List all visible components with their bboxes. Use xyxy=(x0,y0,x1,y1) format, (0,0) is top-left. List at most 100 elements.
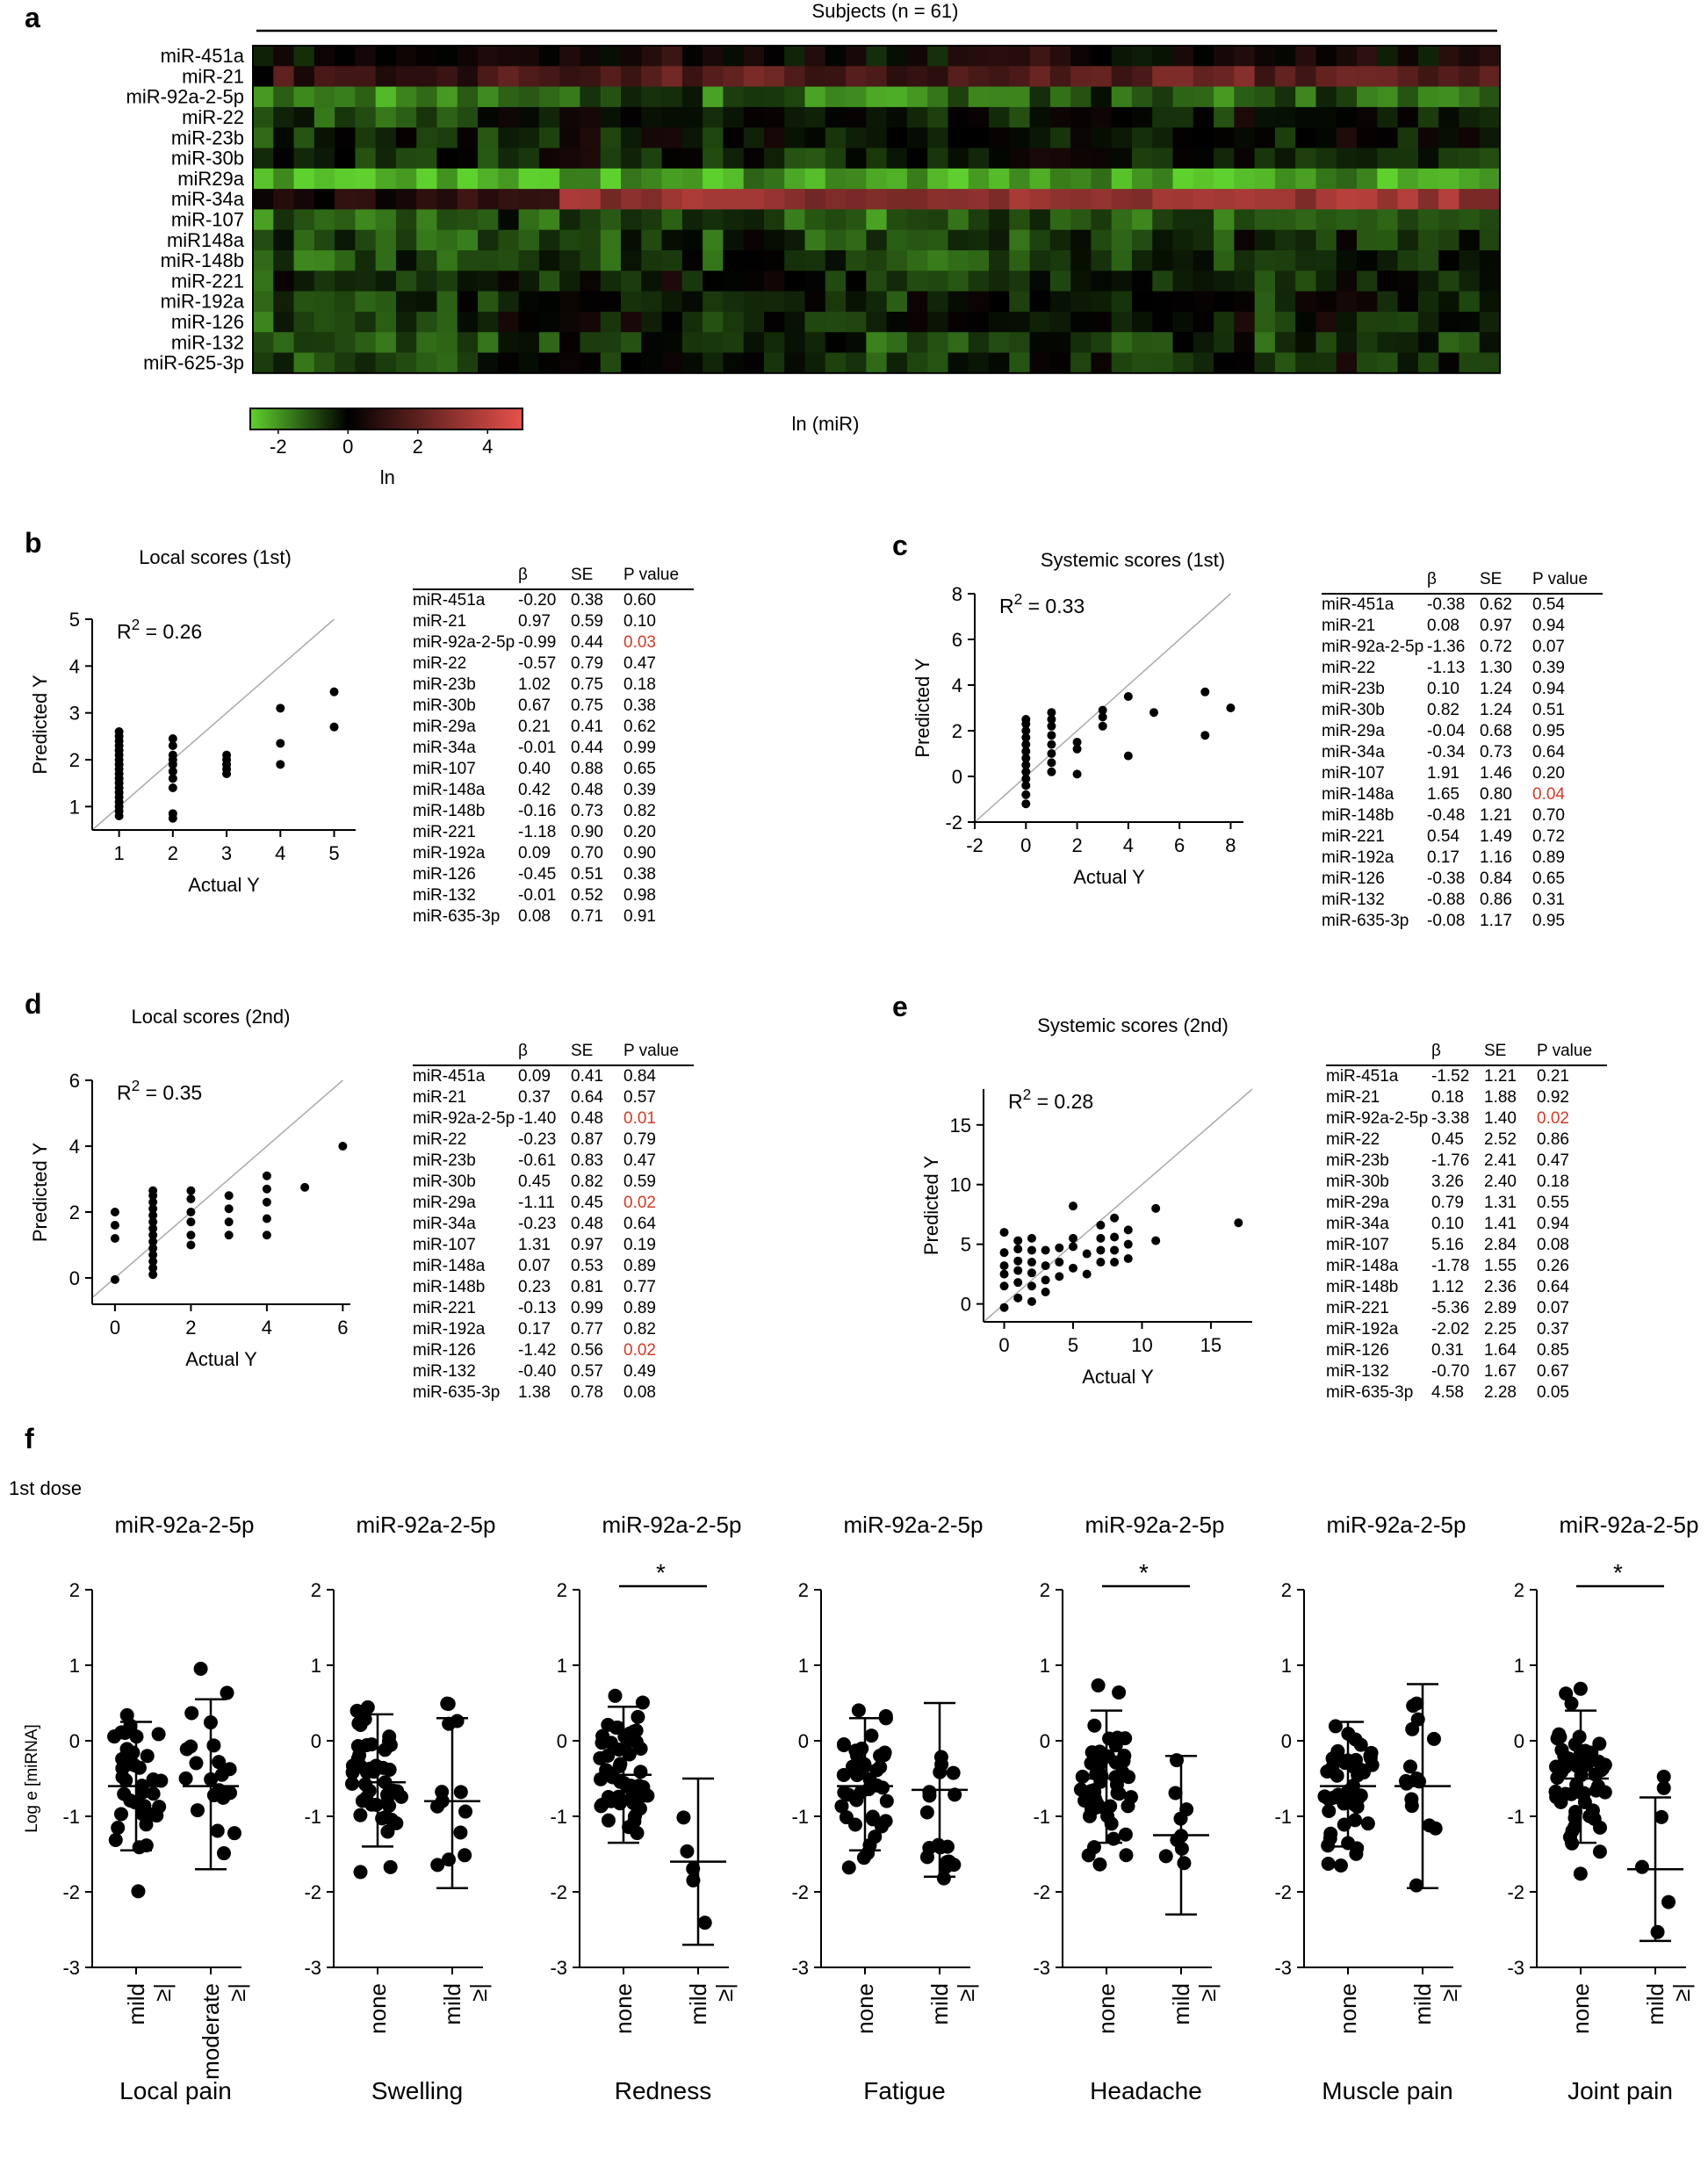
data-point xyxy=(676,1810,691,1825)
heatmap-cell xyxy=(253,291,274,313)
table-cell: 1.65 xyxy=(1427,785,1459,804)
data-point xyxy=(1149,708,1158,718)
heatmap-cell xyxy=(1111,332,1133,354)
heatmap-cell xyxy=(906,148,928,170)
coef-table-d: β SE P value miR-451a 0.09 0.41 0.84 miR-21 0.37… xyxy=(413,1038,694,1404)
table-row-label: miR-92a-2-5p xyxy=(413,633,515,652)
data-point xyxy=(1634,1859,1649,1874)
y-tick-label: -3 xyxy=(550,1957,567,1979)
heatmap-cell xyxy=(1091,291,1113,313)
table-row: miR-30b 3.26 2.40 0.18 xyxy=(1326,1172,1607,1193)
table-header-cell xyxy=(413,562,518,590)
heatmap-cell xyxy=(1152,168,1174,190)
heatmap-cell xyxy=(1234,106,1256,128)
heatmap-cell xyxy=(1131,127,1153,149)
heatmap-cell xyxy=(395,352,417,374)
heatmap-cell xyxy=(1377,189,1399,210)
heatmap-cell xyxy=(1152,106,1174,128)
heatmap-cell xyxy=(825,106,847,128)
heatmap-cell xyxy=(661,332,683,354)
heatmap-cell xyxy=(948,66,969,88)
heatmap-cell xyxy=(498,311,520,333)
heatmap-cell xyxy=(906,86,928,108)
table-header-cell: SE xyxy=(571,1038,623,1066)
table-row: miR-34a -0.01 0.44 0.99 xyxy=(413,738,694,759)
heatmap-cell xyxy=(273,86,295,108)
heatmap-cell xyxy=(927,168,949,190)
data-point xyxy=(300,1182,310,1192)
data-point xyxy=(629,1723,644,1738)
table-cell: 0.10 xyxy=(1431,1215,1464,1233)
data-point xyxy=(220,1685,234,1700)
table-row-label: miR-192a xyxy=(413,844,486,862)
heatmap-cell xyxy=(600,229,622,251)
heatmap-cell xyxy=(1091,311,1113,333)
data-point xyxy=(940,1839,955,1854)
table-row: miR-29a -0.04 0.68 0.95 xyxy=(1322,721,1603,742)
data-point xyxy=(148,1217,158,1227)
data-point xyxy=(946,1765,961,1780)
data-point xyxy=(148,1257,158,1267)
table-cell: 5.16 xyxy=(1431,1236,1464,1254)
x-tick-label: 5 xyxy=(1068,1334,1078,1356)
heatmap-cell xyxy=(1357,127,1378,149)
table-row-label: miR-132 xyxy=(1322,891,1385,909)
data-point xyxy=(854,1741,869,1756)
heatmap-cell xyxy=(927,46,949,67)
table-cell: 1.17 xyxy=(1480,912,1512,930)
table-row-label: miR-221 xyxy=(1326,1299,1389,1317)
heatmap-cell xyxy=(1459,291,1481,313)
heatmap-cell xyxy=(641,168,663,190)
heatmap-cell xyxy=(804,250,826,271)
data-point xyxy=(1177,1856,1192,1871)
data-point xyxy=(186,1230,196,1240)
heatmap-cell xyxy=(1234,352,1256,374)
subplot-title: miR-92a-2-5p xyxy=(357,1512,496,1538)
table-row-label: miR-34a xyxy=(413,1215,476,1233)
heatmap-cell xyxy=(293,66,315,88)
data-point xyxy=(458,1804,473,1819)
heatmap-cell xyxy=(661,189,683,210)
heatmap-cell xyxy=(681,271,703,292)
heatmap-cell xyxy=(395,311,417,333)
y-axis-label: Predicted Y xyxy=(912,658,933,758)
table-row: miR-23b -0.61 0.83 0.47 xyxy=(413,1151,694,1172)
table-cell: 0.81 xyxy=(571,1278,603,1296)
heatmap-cell xyxy=(478,291,499,313)
heatmap-cell xyxy=(1214,168,1235,190)
heatmap-cell xyxy=(886,332,908,354)
heatmap-cell xyxy=(457,332,479,354)
heatmap-cell xyxy=(621,189,642,210)
data-point xyxy=(1330,1768,1344,1783)
heatmap-cell xyxy=(1459,209,1481,231)
heatmap-cell xyxy=(804,66,826,88)
table-header-cell xyxy=(413,1038,518,1066)
heatmap-cell xyxy=(1172,86,1194,108)
data-point xyxy=(1321,1857,1336,1872)
table-cell: -0.34 xyxy=(1427,743,1466,761)
heatmap-cell xyxy=(498,271,520,292)
heatmap-cell xyxy=(661,66,683,88)
dose-label: 1st dose xyxy=(9,1477,83,1499)
heatmap-cell xyxy=(1091,106,1113,128)
data-point xyxy=(1047,731,1056,740)
heatmap-cell xyxy=(641,271,663,292)
heatmap-cell xyxy=(313,148,335,170)
heatmap-cell xyxy=(784,189,806,210)
table-cell: -0.23 xyxy=(518,1215,557,1233)
data-point xyxy=(1654,1809,1668,1824)
x-tick-label: 4 xyxy=(1123,834,1134,856)
heatmap-cell xyxy=(784,148,806,170)
table-cell: 0.51 xyxy=(571,865,603,884)
heatmap-cell xyxy=(703,311,724,333)
data-point xyxy=(354,1759,369,1774)
table-header-cell: P value xyxy=(1537,1038,1607,1066)
heatmap-cell xyxy=(253,86,274,108)
heatmap-cell xyxy=(804,86,826,108)
heatmap-cell xyxy=(1336,229,1358,251)
table-row: miR-30b 0.45 0.82 0.59 xyxy=(413,1172,694,1193)
data-point xyxy=(380,1824,395,1839)
panel-label-e: e xyxy=(892,991,908,1022)
heatmap-cell xyxy=(478,46,499,67)
table-cell: 0.08 xyxy=(623,1383,656,1402)
